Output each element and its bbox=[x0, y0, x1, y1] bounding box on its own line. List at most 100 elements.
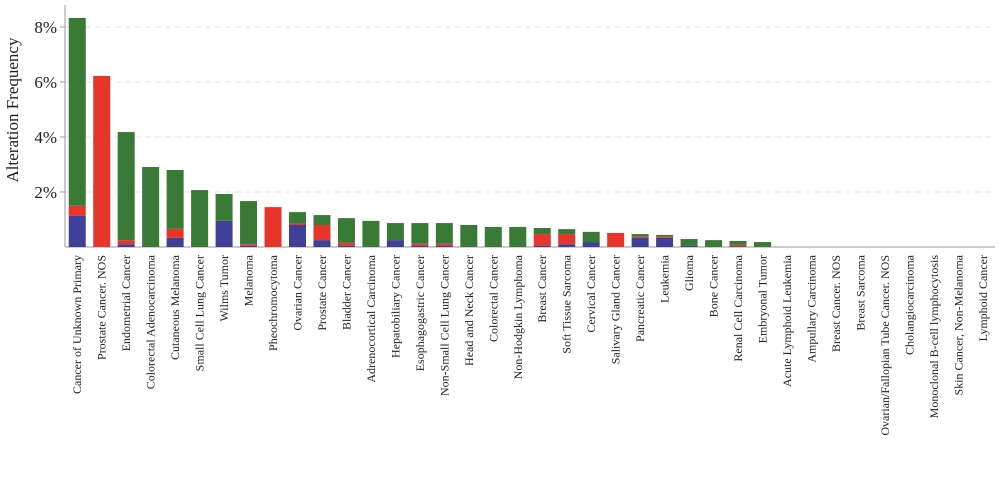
x-tick-label: Colorectal Cancer bbox=[486, 255, 500, 342]
bar-segment bbox=[680, 239, 698, 246]
bar-segment bbox=[533, 228, 551, 235]
x-tick-label: Non-Small Cell Lung Cancer bbox=[437, 255, 451, 396]
bar-segment bbox=[313, 215, 331, 225]
bar-segment bbox=[166, 237, 184, 247]
bar-segment bbox=[289, 225, 306, 247]
bar-segment bbox=[117, 240, 135, 245]
bar-segment bbox=[435, 223, 453, 244]
bar-segment bbox=[289, 212, 306, 224]
bar-segment bbox=[558, 229, 576, 235]
x-tick-label: Breast Cancer bbox=[535, 255, 549, 323]
bar-segment bbox=[289, 223, 306, 225]
x-tick-label: Prostate Cancer. NOS bbox=[95, 255, 109, 360]
x-tick-label: Ampullary Carcinoma bbox=[804, 254, 818, 362]
bar-segment bbox=[435, 243, 453, 246]
x-tick-label: Non-Hodgkin Lymphoma bbox=[511, 254, 525, 379]
x-tick-label: Colorectal Adenocarcinoma bbox=[144, 254, 158, 389]
x-tick-label: Ovarian/Fallopian Tube Cancer. NOS bbox=[878, 255, 892, 436]
bar-segment bbox=[680, 245, 698, 247]
x-tick-label: Bladder Cancer bbox=[339, 255, 353, 330]
bar-segment bbox=[166, 170, 184, 229]
x-tick-label: Wilms Tumor bbox=[217, 255, 231, 322]
bar-segment bbox=[656, 234, 674, 237]
x-tick-label: Esophagogastric Cancer bbox=[413, 255, 427, 371]
x-tick-label: Monoclonal B-cell lymphocytosis bbox=[927, 255, 941, 419]
x-tick-label: Cervical Cancer bbox=[584, 255, 598, 333]
bar-segment bbox=[656, 237, 674, 247]
x-tick-label: Small Cell Lung Cancer bbox=[193, 255, 207, 371]
bar-segment bbox=[337, 245, 355, 247]
bar-segment bbox=[313, 240, 331, 247]
x-tick-label: Skin Cancer, Non-Melanoma bbox=[951, 254, 965, 395]
x-tick-label: Pancreatic Cancer bbox=[633, 255, 647, 342]
bar-segment bbox=[607, 232, 625, 247]
bar-segment bbox=[68, 17, 86, 206]
x-tick-label: Hepatobiliary Cancer bbox=[388, 255, 402, 358]
bar-segment bbox=[484, 226, 502, 247]
x-tick-label: Endometrial Cancer bbox=[119, 255, 133, 351]
x-tick-label: Ovarian Cancer bbox=[291, 255, 305, 331]
x-tick-label: Prostate Cancer bbox=[315, 255, 329, 331]
y-tick-label: 6% bbox=[34, 73, 57, 92]
bar-segment bbox=[509, 226, 527, 247]
bar-segment bbox=[754, 242, 771, 247]
x-tick-label: Lymphoid Cancer bbox=[976, 255, 990, 341]
bar-segment bbox=[729, 246, 747, 247]
bar-segment bbox=[533, 234, 551, 246]
bar-segment bbox=[117, 132, 135, 241]
x-tick-label: Embryonal Tumor bbox=[756, 255, 770, 343]
bar-segment bbox=[631, 234, 649, 237]
bar-segment bbox=[558, 234, 576, 245]
bar-segment bbox=[729, 244, 747, 247]
bar-segment bbox=[93, 75, 111, 247]
bar-segment bbox=[362, 220, 380, 247]
bar-segment bbox=[215, 193, 233, 221]
bar-segment bbox=[631, 237, 649, 247]
x-tick-label: Breast Sarcoma bbox=[853, 254, 867, 330]
y-tick-label: 8% bbox=[34, 18, 57, 37]
y-tick-label: 2% bbox=[34, 183, 57, 202]
x-tick-label: Cutaneous Melanoma bbox=[168, 254, 182, 360]
x-tick-label: Breast Cancer. NOS bbox=[829, 255, 843, 352]
bar-segment bbox=[411, 223, 429, 244]
bar-segment bbox=[240, 245, 258, 247]
x-tick-label: Cholangiocarcinoma bbox=[902, 254, 916, 355]
bar-segment bbox=[656, 236, 674, 238]
x-tick-label: Bone Cancer bbox=[707, 255, 721, 317]
bar-segment bbox=[705, 240, 723, 247]
x-tick-label: Melanoma bbox=[242, 254, 256, 306]
x-tick-label: Pheochromocytoma bbox=[266, 254, 280, 351]
x-tick-label: Renal Cell Carcinoma bbox=[731, 254, 745, 361]
x-tick-label: Cancer of Unknown Primary bbox=[70, 255, 84, 394]
bar-segment bbox=[411, 245, 429, 247]
bar-segment bbox=[313, 225, 331, 241]
bar-segment bbox=[411, 243, 429, 246]
bar-segment bbox=[337, 218, 355, 243]
x-tick-label: Adrenocortical Carcinoma bbox=[364, 254, 378, 382]
bar-segment bbox=[337, 242, 355, 246]
bar-segment bbox=[582, 231, 600, 243]
bar-segment bbox=[386, 240, 404, 247]
bar-segment bbox=[215, 220, 233, 247]
bar-segment bbox=[117, 244, 135, 247]
bar-segment bbox=[240, 201, 258, 245]
bar-segment bbox=[142, 166, 160, 247]
x-tick-label: Glioma bbox=[682, 254, 696, 291]
bar-segment bbox=[386, 223, 404, 241]
bar-segment bbox=[729, 240, 747, 245]
bar-segment bbox=[460, 225, 478, 247]
bar-segment bbox=[240, 244, 258, 246]
x-tick-label: Salivary Gland Cancer bbox=[609, 255, 623, 364]
bar-segment bbox=[435, 245, 453, 247]
bar-segment bbox=[264, 207, 282, 247]
bar-segment bbox=[533, 245, 551, 247]
bar-segment bbox=[166, 228, 184, 238]
x-tick-label: Head and Neck Cancer bbox=[462, 255, 476, 366]
y-tick-label: 4% bbox=[34, 128, 57, 147]
bar-segment bbox=[68, 215, 86, 247]
bar-segment bbox=[582, 242, 600, 247]
y-axis-title: Alteration Frequency bbox=[3, 37, 22, 182]
bar-segment bbox=[191, 190, 209, 247]
x-tick-label: Leukemia bbox=[658, 254, 672, 303]
